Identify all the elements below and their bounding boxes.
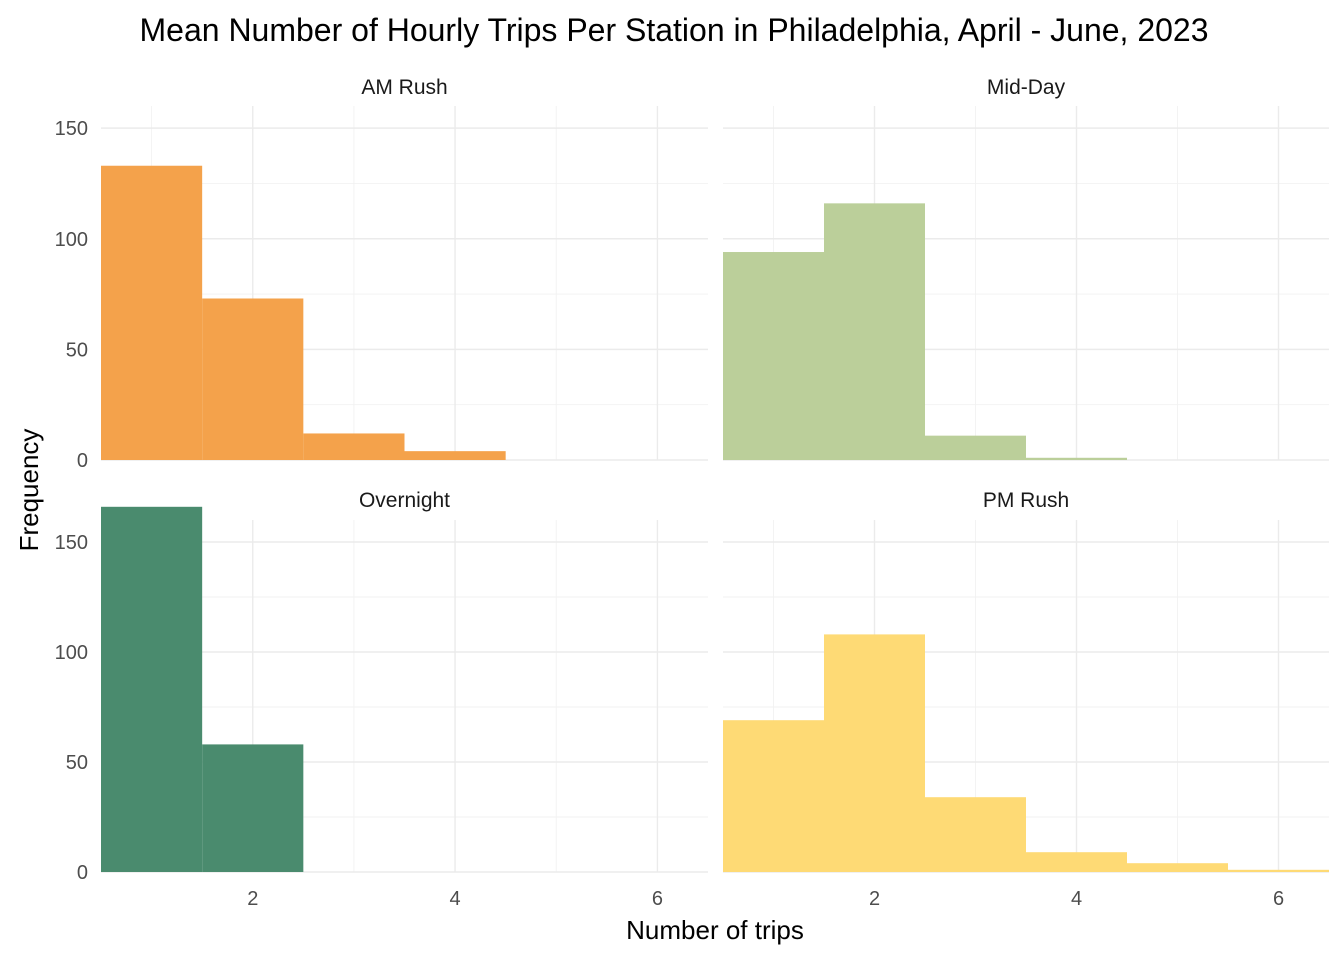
bar-overnight-bin-1 (101, 506, 203, 872)
facet-label: PM Rush (983, 489, 1069, 512)
y-tick-label: 0 (77, 450, 88, 472)
bar-pm-rush-bin-3 (925, 797, 1026, 872)
facet-label: Overnight (359, 489, 450, 512)
x-tick-label: 4 (450, 888, 461, 910)
chart-title: Mean Number of Hourly Trips Per Station … (140, 12, 1209, 48)
y-tick-label: 150 (55, 118, 88, 140)
x-tick-label: 6 (652, 888, 663, 910)
bar-am-rush-bin-4 (404, 451, 506, 460)
y-tick-label: 100 (55, 642, 88, 664)
x-tick-label: 2 (869, 888, 880, 910)
bar-pm-rush-bin-6 (1228, 869, 1329, 872)
bar-pm-rush-bin-1 (723, 720, 824, 872)
y-tick-label: 100 (55, 229, 88, 251)
bar-am-rush-bin-3 (303, 433, 405, 460)
facet-label: Mid-Day (987, 76, 1066, 99)
x-tick-label: 2 (247, 888, 258, 910)
x-axis-title: Number of trips (626, 915, 804, 945)
x-tick-label: 4 (1071, 888, 1082, 910)
facet-panels: AM Rush 0 50 100 150 Mid-Day Overnight 0 50 100 15… (55, 76, 1329, 910)
y-tick-label: 0 (77, 862, 88, 884)
bar-mid-day-bin-3 (925, 435, 1026, 460)
y-tick-label: 50 (66, 752, 88, 774)
bar-pm-rush-bin-2 (824, 634, 925, 872)
facet-am-rush: AM Rush 0 50 100 150 (55, 76, 708, 472)
bar-mid-day-bin-1 (723, 252, 824, 460)
y-tick-label: 50 (66, 339, 88, 361)
bar-am-rush-bin-2 (202, 298, 304, 460)
facet-label: AM Rush (361, 76, 447, 99)
facet-pm-rush: PM Rush 2 4 6 (723, 489, 1329, 910)
facet-overnight: Overnight 0 50 100 150 2 4 6 (55, 489, 708, 910)
x-tick-label: 6 (1273, 888, 1284, 910)
bar-pm-rush-bin-4 (1026, 852, 1127, 872)
y-axis-title: Frequency (14, 429, 44, 552)
bar-pm-rush-bin-5 (1127, 863, 1228, 872)
bar-mid-day-bin-4 (1026, 457, 1127, 460)
bar-mid-day-bin-2 (824, 203, 925, 460)
bar-overnight-bin-2 (202, 744, 304, 872)
facet-mid-day: Mid-Day (723, 76, 1329, 461)
y-tick-label: 150 (55, 532, 88, 554)
bar-am-rush-bin-1 (101, 165, 203, 461)
